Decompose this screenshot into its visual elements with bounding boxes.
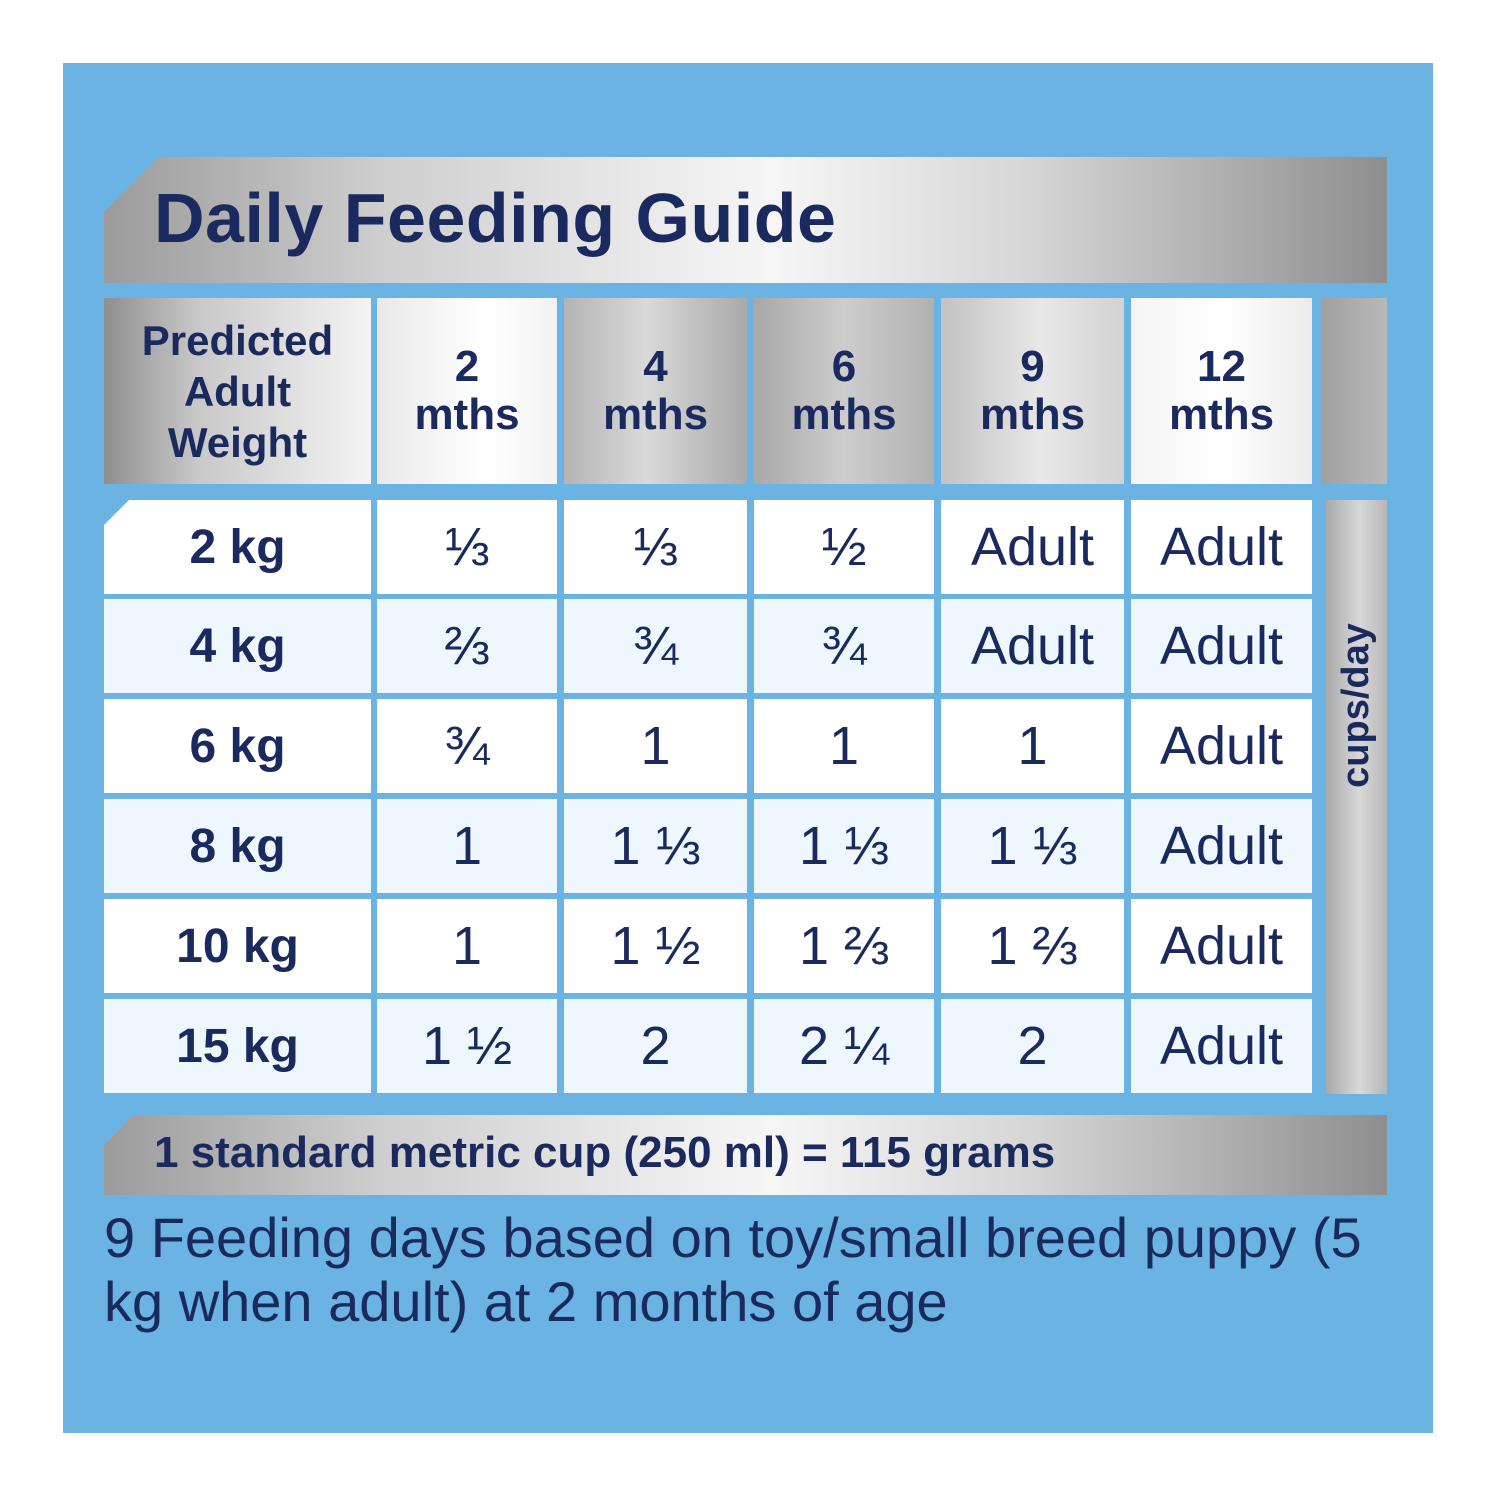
table-cell: 1 ⅓ [941, 799, 1124, 893]
header-age-num: 6 [831, 342, 857, 391]
header-age-num: 4 [643, 342, 668, 391]
table-cell: 2 [564, 999, 747, 1093]
header-age-unit: mths [791, 390, 897, 439]
header-age-num: 2 [454, 342, 480, 391]
table-cell: ¾ [377, 699, 557, 793]
header-age-num: 12 [1197, 342, 1246, 391]
table-cell: 1 ½ [564, 899, 747, 993]
title-band [104, 157, 1387, 283]
table-cell-weight: 4 kg [104, 599, 371, 693]
header-age-unit: mths [979, 390, 1086, 439]
header-age-unit: mths [602, 390, 709, 439]
table-cell-weight: 15 kg [104, 999, 371, 1093]
table-cell: Adult [1131, 999, 1312, 1093]
table-cell: ⅓ [564, 500, 747, 594]
side-label-wrap: cups/day [1326, 500, 1387, 1094]
cups-per-day-label: cups/day [1335, 622, 1378, 788]
table-cell: 1 ⅔ [754, 899, 934, 993]
table-cell: Adult [941, 500, 1124, 594]
table-cell: ½ [754, 500, 934, 594]
cup-conversion-note: 1 standard metric cup (250 ml) = 115 gra… [154, 1128, 1056, 1177]
table-cell: ⅓ [377, 500, 557, 594]
feeding-days-note: 9 Feeding days based on toy/small breed … [104, 1206, 1362, 1333]
table-cell: Adult [941, 599, 1124, 693]
table-cell: Adult [1131, 500, 1312, 594]
table-cell: 2 ¼ [754, 999, 934, 1093]
table-cell: 1 ⅓ [754, 799, 934, 893]
table-cell: 1 ⅔ [941, 899, 1124, 993]
table-cell-weight: 10 kg [104, 899, 371, 993]
table-cell: Adult [1131, 699, 1312, 793]
header-weight: Predicted Adult Weight [104, 298, 371, 484]
header-age-9: 9 mths [941, 298, 1124, 484]
table-cell: ¾ [564, 599, 747, 693]
table-cell: 1 [377, 799, 557, 893]
table-cell: 1 ½ [377, 999, 557, 1093]
table-cell: 1 ⅓ [564, 799, 747, 893]
header-weight-line: Predicted [141, 316, 334, 364]
header-age-2: 2 mths [377, 298, 557, 484]
table-cell: Adult [1131, 599, 1312, 693]
header-age-6: 6 mths [754, 298, 934, 484]
table-cell: 1 [941, 699, 1124, 793]
header-age-12: 12 mths [1131, 298, 1312, 484]
header-age-unit: mths [1168, 390, 1275, 439]
table-cell-weight: 2 kg [104, 500, 371, 594]
table-cell-weight: 6 kg [104, 699, 371, 793]
header-weight-line: Weight [167, 418, 308, 466]
table-cell: 2 [941, 999, 1124, 1093]
table-cell: 1 [564, 699, 747, 793]
header-weight-line: Adult [183, 367, 292, 415]
header-end-band [1322, 298, 1387, 484]
table-cell: 1 [754, 699, 934, 793]
header-age-unit: mths [414, 390, 520, 439]
table-cell: ¾ [754, 599, 934, 693]
table-cell: 1 [377, 899, 557, 993]
table-cell: Adult [1131, 799, 1312, 893]
table-cell-weight: 8 kg [104, 799, 371, 893]
side-band [1326, 500, 1387, 1094]
table-cell: Adult [1131, 899, 1312, 993]
header-age-num: 9 [1020, 342, 1045, 391]
header-age-4: 4 mths [564, 298, 747, 484]
footer-band [104, 1115, 1387, 1195]
table-cell: ⅔ [377, 599, 557, 693]
page-title: Daily Feeding Guide [154, 179, 837, 257]
